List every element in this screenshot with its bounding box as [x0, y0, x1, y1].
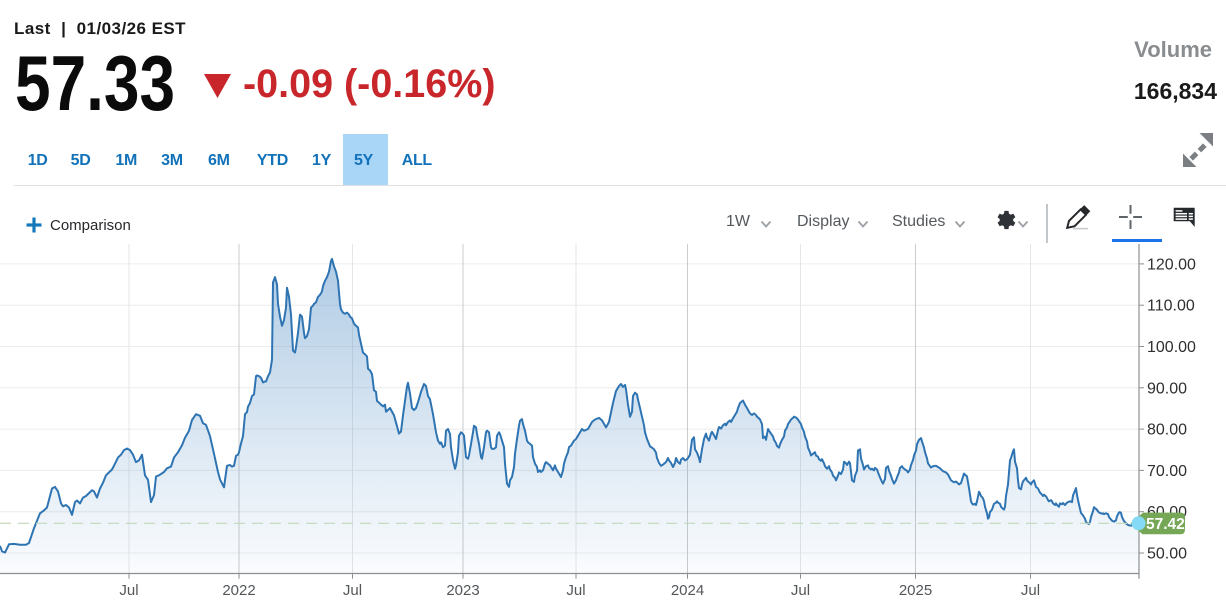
- svg-text:Jul: Jul: [566, 582, 585, 599]
- svg-text:2025: 2025: [899, 582, 932, 599]
- svg-text:Jul: Jul: [791, 582, 810, 599]
- svg-text:2023: 2023: [446, 582, 479, 599]
- svg-text:50.00: 50.00: [1147, 546, 1187, 563]
- svg-text:70.00: 70.00: [1147, 463, 1187, 480]
- svg-text:80.00: 80.00: [1147, 422, 1187, 439]
- svg-text:110.00: 110.00: [1147, 298, 1195, 315]
- svg-text:120.00: 120.00: [1147, 256, 1196, 273]
- svg-text:90.00: 90.00: [1147, 380, 1187, 397]
- svg-text:2024: 2024: [671, 582, 704, 599]
- svg-text:Jul: Jul: [1021, 582, 1040, 599]
- svg-text:100.00: 100.00: [1147, 339, 1196, 356]
- svg-text:Jul: Jul: [343, 582, 362, 599]
- svg-text:Jul: Jul: [119, 582, 138, 599]
- svg-text:2022: 2022: [222, 582, 255, 599]
- svg-text:57.42: 57.42: [1146, 516, 1185, 533]
